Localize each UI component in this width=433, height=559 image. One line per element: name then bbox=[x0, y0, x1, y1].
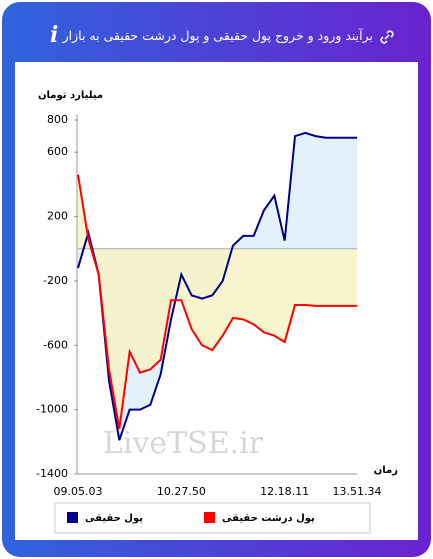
legend-swatch bbox=[67, 512, 78, 523]
y-tick-label: -600 bbox=[43, 338, 68, 351]
y-tick-label: 800 bbox=[47, 113, 68, 126]
x-tick-label: 09.05.03 bbox=[54, 485, 103, 498]
watermark: LiveTSE.ir bbox=[103, 426, 264, 461]
x-tick-label: 10.27.50 bbox=[157, 485, 206, 498]
chart-title: برآیند ورود و خروج پول حقیقی و پول درشت … bbox=[62, 28, 373, 43]
line bbox=[77, 174, 357, 430]
info-icon[interactable]: i bbox=[50, 22, 59, 48]
line bbox=[77, 131, 357, 441]
x-axis-label: زمان bbox=[374, 465, 398, 476]
y-tick-label: 600 bbox=[47, 145, 68, 158]
legend-label: پول حقیقی bbox=[85, 513, 143, 524]
legend-label: پول درشت حقیقی bbox=[222, 513, 315, 524]
y-tick-label: -1400 bbox=[36, 467, 68, 480]
y-tick-label: 200 bbox=[47, 210, 68, 223]
y-axis-label: میلیارد تومان bbox=[38, 90, 103, 101]
link-icon[interactable] bbox=[379, 29, 395, 45]
y-tick-label: -1000 bbox=[36, 403, 68, 416]
y-tick-label: -200 bbox=[43, 274, 68, 287]
header: برآیند ورود و خروج پول حقیقی و پول درشت … bbox=[16, 16, 417, 60]
x-tick-label: 12.18.11 bbox=[260, 485, 309, 498]
x-tick-label: 13.51.34 bbox=[333, 485, 382, 498]
legend-swatch bbox=[204, 512, 215, 523]
area bbox=[78, 174, 357, 429]
